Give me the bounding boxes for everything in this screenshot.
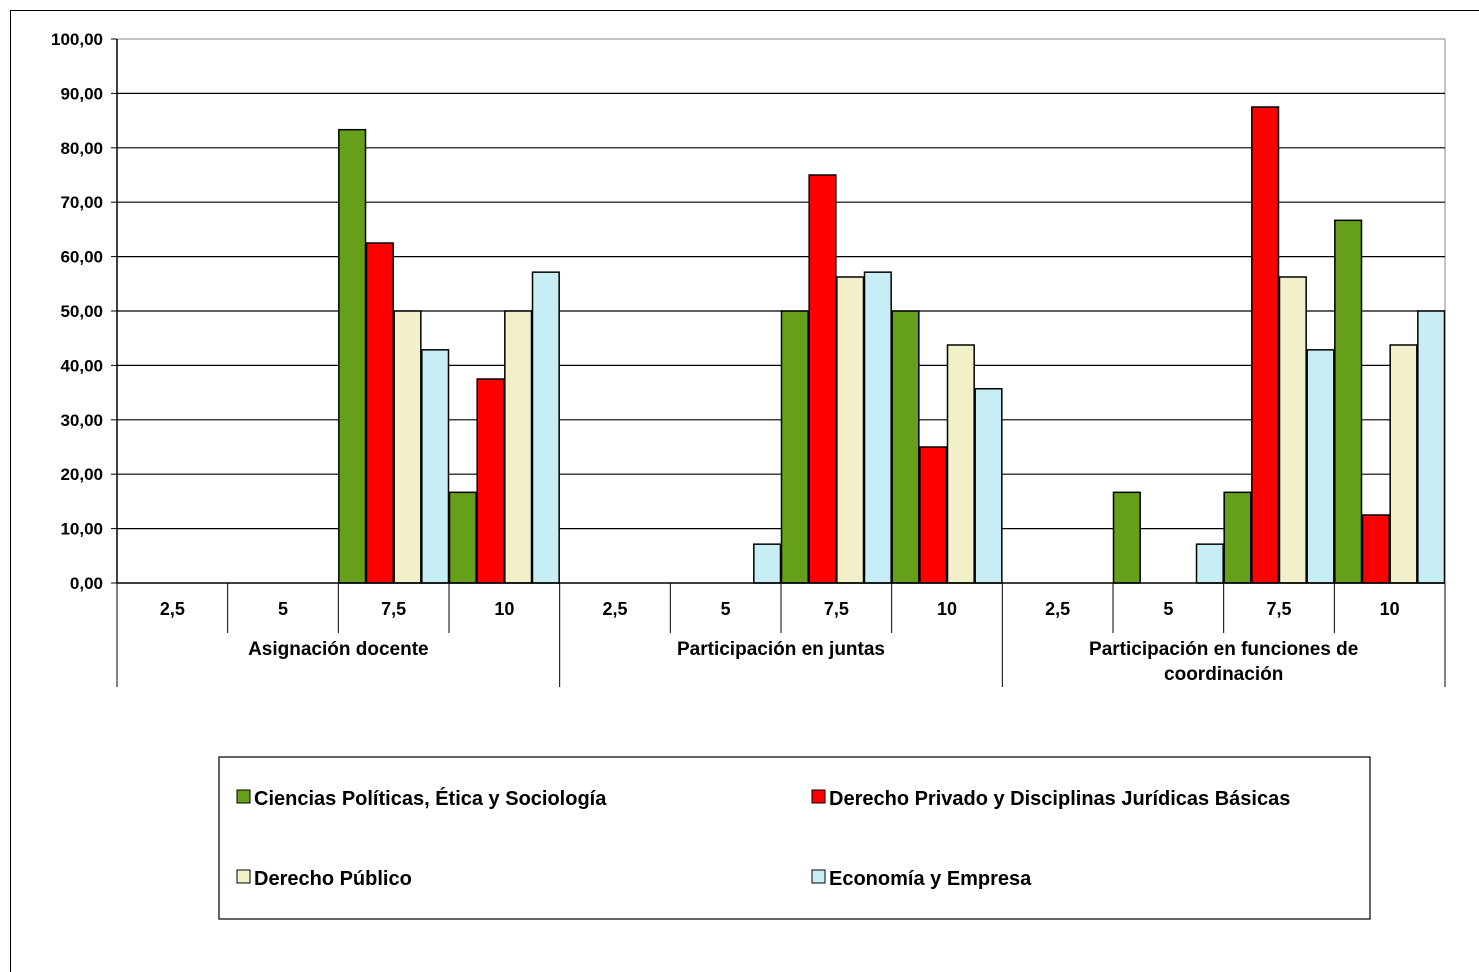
- y-tick-label: 10,00: [60, 520, 103, 539]
- y-tick-label: 20,00: [60, 465, 103, 484]
- x-tick-label: 2,5: [1045, 599, 1070, 619]
- bar: [946, 344, 975, 584]
- y-tick-label: 40,00: [60, 356, 103, 375]
- x-tick-label: 7,5: [824, 599, 849, 619]
- group-label: Asignación docente: [248, 639, 429, 660]
- x-tick-label: 7,5: [381, 599, 406, 619]
- x-tick-label: 10: [937, 599, 957, 619]
- bar: [1195, 543, 1224, 584]
- x-tick-label: 10: [494, 599, 514, 619]
- bar: [476, 378, 505, 584]
- legend-swatch: [236, 869, 251, 884]
- y-tick-label: 100,00: [51, 30, 103, 49]
- bar: [863, 271, 892, 584]
- x-tick-label: 7,5: [1266, 599, 1291, 619]
- group-label: Participación en funciones de coordinació…: [1089, 639, 1358, 685]
- x-tick-label: 5: [721, 599, 731, 619]
- bar: [1306, 349, 1335, 584]
- y-tick-label: 70,00: [60, 193, 103, 212]
- bar: [1389, 344, 1418, 584]
- bar: [1417, 310, 1446, 584]
- bar: [338, 128, 367, 584]
- bar: [919, 446, 948, 584]
- legend-label: Derecho Privado y Disciplinas Jurídicas …: [829, 788, 1290, 810]
- legend-label: Ciencias Políticas, Ética y Sociología: [254, 787, 607, 810]
- x-tick-label: 10: [1380, 599, 1400, 619]
- legend-swatch: [811, 789, 826, 804]
- bar: [1361, 514, 1390, 584]
- x-tick-label: 2,5: [160, 599, 185, 619]
- axes: 0,00 10,00 20,00 30,00 40,00 50,00 60,00 70,00 8…: [51, 30, 1446, 687]
- bar: [448, 491, 477, 584]
- bars: [338, 106, 1446, 584]
- bar: [1334, 219, 1363, 584]
- bar: [808, 174, 837, 584]
- bar: [504, 310, 533, 584]
- legend-box: [218, 756, 1371, 920]
- x-tick-label: 5: [278, 599, 288, 619]
- y-tick-label: 80,00: [60, 139, 103, 158]
- legend-swatch: [236, 789, 251, 804]
- bar: [1278, 276, 1307, 584]
- y-tick-label: 50,00: [60, 302, 103, 321]
- bar: [393, 310, 422, 584]
- y-tick-label: 30,00: [60, 411, 103, 430]
- y-tick-label: 60,00: [60, 248, 103, 267]
- legend-swatch: [811, 869, 826, 884]
- bar: [1112, 491, 1141, 584]
- chart-frame: [10, 10, 1479, 972]
- bar: [780, 310, 809, 584]
- y-tick-label: 0,00: [70, 574, 103, 593]
- group-label: Participación en juntas: [677, 639, 885, 660]
- y-tick-label: 90,00: [60, 84, 103, 103]
- bar: [836, 276, 865, 584]
- bar: [974, 387, 1003, 584]
- bar: [365, 242, 394, 584]
- bar: [421, 349, 450, 584]
- x-tick-label: 2,5: [602, 599, 627, 619]
- bar: [1223, 491, 1252, 584]
- legend-label: Derecho Público: [254, 868, 412, 890]
- bar: [891, 310, 920, 584]
- bar: [531, 271, 560, 584]
- bar: [753, 543, 782, 584]
- bar: [1251, 106, 1280, 584]
- x-tick-label: 5: [1163, 599, 1173, 619]
- legend: Ciencias Políticas, Ética y Sociología De…: [218, 756, 1371, 920]
- legend-label: Economía y Empresa: [829, 868, 1032, 890]
